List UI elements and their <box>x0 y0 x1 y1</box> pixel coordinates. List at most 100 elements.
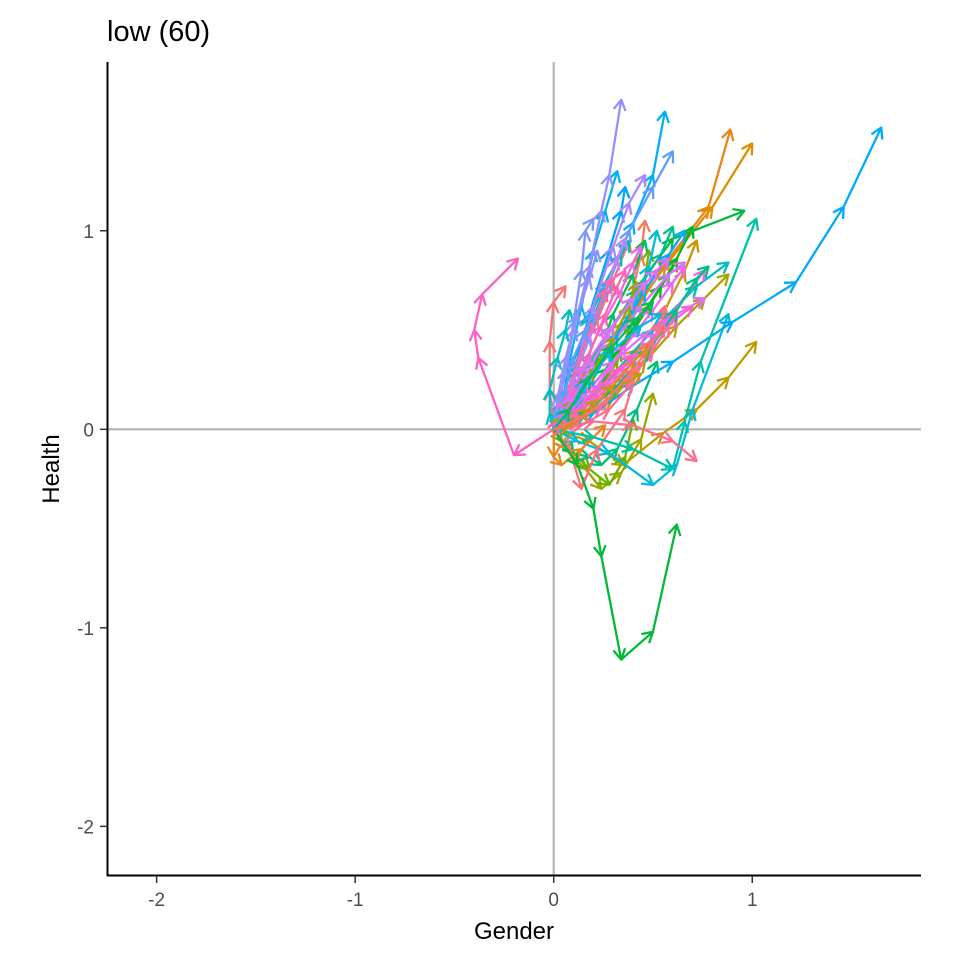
trajectory-arrowhead <box>619 229 633 243</box>
trajectory-arrowhead <box>600 174 614 187</box>
trajectory-arrowhead <box>565 320 579 334</box>
trajectory-arrowhead <box>625 352 639 366</box>
trajectory-arrowhead <box>660 360 674 373</box>
trajectory-arrowhead <box>630 438 643 452</box>
y-tick-label: -2 <box>77 817 94 838</box>
trajectory-arrowhead <box>613 408 627 422</box>
trajectory-arrowhead <box>592 209 607 223</box>
trajectory-arrowhead <box>577 229 592 243</box>
trajectory-arrowhead <box>653 324 667 339</box>
trajectory-arrowhead <box>549 453 563 467</box>
trajectory-arrowhead <box>601 384 615 398</box>
trajectory-arrowhead <box>680 305 694 318</box>
trajectory-arrowhead <box>595 312 609 327</box>
trajectory-arrowhead <box>648 312 663 326</box>
trajectory-arrowhead <box>612 647 627 661</box>
trajectory-arrowhead <box>475 356 489 370</box>
trajectory-arrowhead <box>573 269 587 283</box>
trajectory-arrowhead <box>582 217 595 231</box>
trajectory-arrowhead <box>546 446 561 459</box>
trajectory-arrowhead <box>621 417 635 432</box>
trajectory-arrowhead <box>744 340 758 354</box>
trajectory-arrowhead <box>556 328 570 342</box>
x-axis-title: Gender <box>474 918 554 945</box>
trajectory-series <box>552 301 655 431</box>
trajectory-arrowhead <box>641 309 655 323</box>
trajectory-arrowhead <box>556 356 571 370</box>
trajectory-arrowhead <box>585 388 599 402</box>
trajectory-arrowhead <box>593 424 607 438</box>
trajectory-arrowhead <box>641 340 655 354</box>
x-tick-label: 1 <box>747 890 758 911</box>
trajectory-arrowhead <box>577 408 591 422</box>
trajectory-arrowhead <box>635 239 649 253</box>
trajectory-arrowhead <box>720 320 734 334</box>
trajectory-arrowhead <box>607 170 622 184</box>
trajectory-arrowhead <box>618 305 632 319</box>
trajectory-arrowhead <box>657 316 671 331</box>
trajectory-arrowhead <box>621 368 635 382</box>
trajectory-arrowhead <box>542 388 557 401</box>
x-tick-label: -1 <box>347 890 364 911</box>
trajectory-arrowhead <box>625 316 639 331</box>
trajectory-arrowhead <box>686 239 700 253</box>
trajectory-arrowhead <box>560 309 575 322</box>
trajectory-arrowhead <box>732 207 746 221</box>
trajectory-arrowhead <box>571 368 585 382</box>
trajectory-arrowhead <box>611 453 625 467</box>
trajectory-arrowhead <box>605 368 619 382</box>
trajectory-arrowhead <box>656 257 671 271</box>
trajectory-arrowhead <box>657 273 671 287</box>
trajectory-arrowhead <box>665 309 678 323</box>
trajectory-arrowhead <box>716 376 730 390</box>
trajectory-arrowhead <box>512 443 527 457</box>
trajectory-line <box>552 281 646 430</box>
trajectory-arrowhead <box>542 340 557 353</box>
trajectory-arrowhead <box>642 185 655 200</box>
x-tick-label: 0 <box>548 890 559 911</box>
trajectory-line <box>552 313 595 430</box>
trajectory-arrowhead <box>633 281 647 295</box>
trajectory-arrowhead <box>661 150 675 164</box>
trajectory-arrowhead <box>684 449 698 463</box>
trajectory-arrowhead <box>606 285 620 299</box>
trajectory-arrowhead <box>660 431 674 445</box>
trajectory-series <box>553 416 698 463</box>
y-tick-label: -1 <box>77 619 94 640</box>
trajectory-arrowhead <box>662 225 676 239</box>
trajectory-arrowhead <box>613 344 627 358</box>
trajectory-arrowhead <box>673 265 686 279</box>
trajectory-arrowhead <box>561 441 575 455</box>
x-tick-label: -2 <box>148 890 165 911</box>
trajectory-arrowhead <box>685 277 698 291</box>
trajectory-arrowhead <box>566 452 579 467</box>
trajectory-line <box>552 250 599 430</box>
trajectory-arrowhead <box>569 447 583 461</box>
trajectory-arrowhead <box>629 324 643 338</box>
trajectory-arrowhead <box>587 249 602 263</box>
trajectory-arrowhead <box>473 293 487 307</box>
trajectory-arrowhead <box>589 476 603 491</box>
trajectory-arrowhead <box>647 229 662 243</box>
trajectory-arrowhead <box>574 380 587 394</box>
trajectory-line <box>553 325 666 431</box>
trajectory-arrowhead <box>578 376 591 390</box>
trajectory-arrowhead <box>616 185 631 199</box>
trajectory-arrowhead <box>741 142 754 156</box>
trajectory-series <box>468 257 555 457</box>
trajectory-arrowhead <box>569 414 583 428</box>
trajectory-arrowhead <box>656 110 670 124</box>
trajectory-arrowhead <box>619 201 633 215</box>
trajectory-arrowhead <box>645 269 659 283</box>
trajectory-arrowhead <box>621 356 635 370</box>
series-layer <box>468 98 884 661</box>
trajectory-arrowhead <box>506 257 520 271</box>
trajectory-arrowhead <box>615 237 629 251</box>
trajectory-arrowhead <box>577 447 591 462</box>
trajectory-line <box>548 309 571 430</box>
y-tick-label: 0 <box>83 420 94 441</box>
trajectory-arrowhead <box>621 439 635 454</box>
trajectory-arrowhead <box>682 225 695 239</box>
trajectory-arrowhead <box>649 253 663 267</box>
